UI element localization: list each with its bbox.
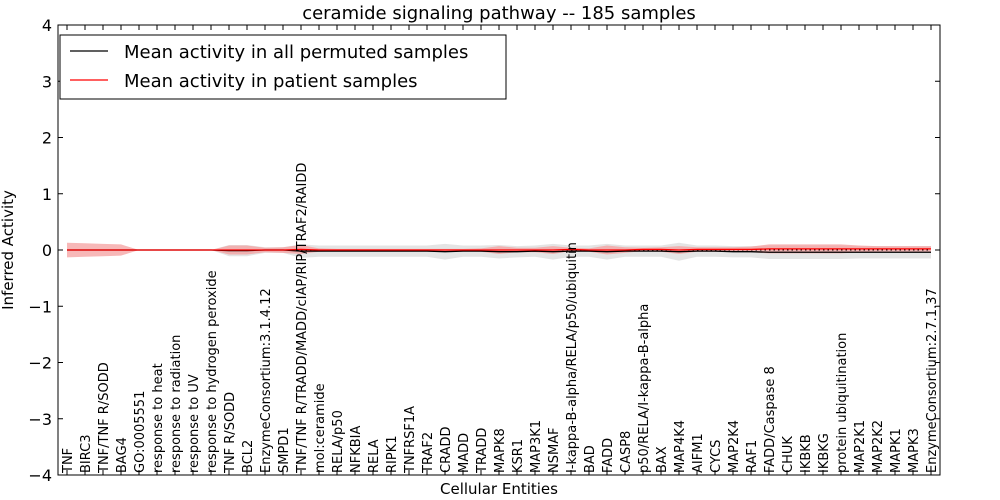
x-tick-label: SMPD1 bbox=[277, 427, 292, 473]
y-tick-label: 2 bbox=[42, 129, 52, 148]
x-tick-label: FADD/Caspase 8 bbox=[763, 366, 778, 473]
x-tick-label: MAP3K1 bbox=[529, 420, 544, 473]
x-tick-label: TRAF2 bbox=[421, 432, 436, 474]
x-tick-label: CYCS bbox=[709, 440, 724, 473]
x-tick-label: GO:0005551 bbox=[133, 391, 148, 473]
chart-title: ceramide signaling pathway -- 185 sample… bbox=[302, 3, 696, 24]
legend-label-permuted: Mean activity in all permuted samples bbox=[124, 42, 468, 63]
x-tick-label: I-kappa-B-alpha/RELA/p50/ubiquitin bbox=[565, 242, 580, 473]
y-tick-label: 1 bbox=[42, 185, 52, 204]
y-tick-label: 3 bbox=[42, 72, 52, 91]
x-tick-label: BCL2 bbox=[241, 440, 256, 473]
y-tick-label: −2 bbox=[28, 354, 52, 373]
x-tick-label: response to hydrogen peroxide bbox=[205, 270, 220, 473]
x-tick-label: mol:ceramide bbox=[313, 383, 328, 473]
x-tick-label: EnzymeConsortium:3.1.4.12 bbox=[259, 288, 274, 473]
x-tick-label: TRADD bbox=[475, 428, 490, 474]
x-tick-label: EnzymeConsortium:2.7.1.37 bbox=[925, 288, 940, 473]
x-tick-label: response to UV bbox=[187, 374, 202, 473]
x-tick-label: CRADD bbox=[439, 427, 454, 474]
x-tick-label: TNF bbox=[61, 448, 76, 474]
y-tick-label: 0 bbox=[42, 241, 52, 260]
x-tick-label: CHUK bbox=[781, 436, 796, 473]
x-tick-label: BAD bbox=[583, 445, 598, 473]
legend: Mean activity in all permuted samples Me… bbox=[59, 34, 507, 100]
x-tick-label: BAG4 bbox=[115, 437, 130, 473]
y-tick-label: 4 bbox=[42, 16, 52, 35]
x-tick-label: MAPK1 bbox=[889, 428, 904, 473]
x-tick-label: protein ubiquitination bbox=[835, 333, 850, 473]
x-tick-label: NFKBIA bbox=[349, 426, 364, 473]
x-tick-label: TNF R/SODD bbox=[223, 392, 238, 474]
x-tick-label: RIPK1 bbox=[385, 435, 400, 473]
x-tick-label: BIRC3 bbox=[79, 435, 94, 474]
y-tick-label: −1 bbox=[28, 297, 52, 316]
x-tick-label: response to radiation bbox=[169, 335, 184, 473]
plot-frame bbox=[57, 24, 941, 476]
x-tick-label: TNF/TNF R/SODD bbox=[97, 362, 112, 474]
x-tick-label: FADD bbox=[601, 438, 616, 473]
x-tick-label: response to heat bbox=[151, 363, 166, 473]
x-tick-label: MAP4K4 bbox=[673, 420, 688, 473]
x-tick-label: MADD bbox=[457, 433, 472, 473]
x-tick-label: IKBKG bbox=[817, 433, 832, 473]
series-1-line bbox=[67, 248, 931, 251]
x-tick-label: MAPK3 bbox=[907, 428, 922, 473]
y-axis-label: Inferred Activity bbox=[0, 190, 17, 310]
x-tick-label: KSR1 bbox=[511, 439, 526, 473]
x-tick-label: BAX bbox=[655, 446, 670, 473]
x-tick-label: TNF/TNF R/TRADD/MADD/cIAP/RIP/TRAF2/RAID… bbox=[295, 163, 310, 474]
x-tick-label: NSMAF bbox=[547, 427, 562, 473]
x-tick-label: AIFM1 bbox=[691, 433, 706, 473]
x-tick-label: RELA bbox=[367, 439, 382, 473]
x-tick-label: p50/RELA/I-kappa-B-alpha bbox=[637, 304, 652, 473]
x-tick-label: MAP2K4 bbox=[727, 420, 742, 473]
x-tick-label: MAP2K2 bbox=[871, 420, 886, 473]
y-tick-label: −3 bbox=[28, 410, 52, 429]
legend-label-patient: Mean activity in patient samples bbox=[124, 71, 418, 92]
legend-box bbox=[59, 34, 507, 100]
x-tick-label: MAP2K1 bbox=[853, 420, 868, 473]
x-tick-label: RELA/p50 bbox=[331, 410, 346, 473]
x-tick-label: RAF1 bbox=[745, 440, 760, 473]
y-tick-label: −4 bbox=[28, 466, 52, 485]
x-tick-label: TNFRSF1A bbox=[403, 406, 418, 474]
x-axis-label: Cellular Entities bbox=[440, 480, 558, 498]
x-tick-label: IKBKB bbox=[799, 434, 814, 473]
x-tick-label: MAPK8 bbox=[493, 428, 508, 473]
x-tick-label: CASP8 bbox=[619, 431, 634, 473]
